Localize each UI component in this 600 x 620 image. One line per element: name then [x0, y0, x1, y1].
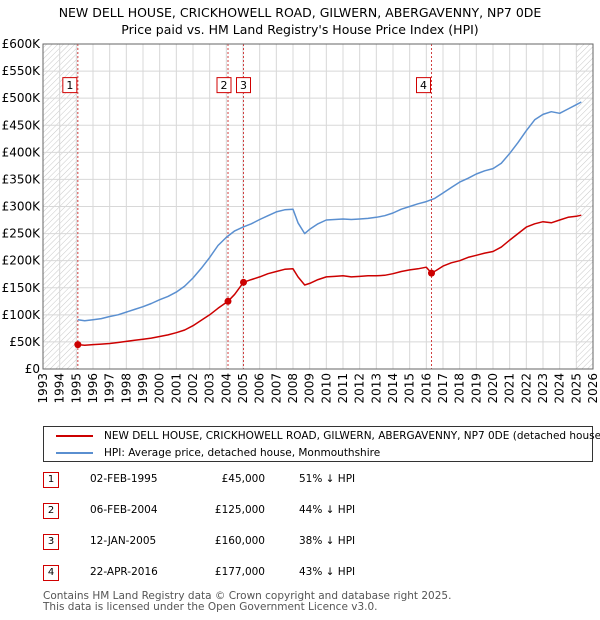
y-tick-label: £350K — [2, 172, 42, 186]
x-tick-label: 2013 — [369, 373, 383, 404]
sale-hpi-diff: 44% ↓ HPI — [299, 504, 356, 516]
y-tick-label: £550K — [2, 64, 42, 78]
sale-number-badge: 1 — [43, 472, 59, 488]
sale-hpi-diff: 38% ↓ HPI — [299, 535, 356, 547]
x-tick-label: 2003 — [203, 373, 217, 404]
sale-point — [224, 297, 232, 305]
y-tick-label: £450K — [2, 118, 42, 132]
y-tick-label: £50K — [9, 335, 41, 349]
x-tick-label: 2010 — [319, 373, 333, 404]
x-tick-label: 2023 — [536, 373, 550, 404]
x-tick-label: 2009 — [303, 373, 317, 404]
x-tick-label: 2011 — [336, 373, 350, 404]
y-tick-label: £500K — [2, 91, 42, 105]
sale-date: 02-FEB-1995 — [90, 473, 158, 485]
y-tick-label: £250K — [2, 227, 42, 241]
legend: NEW DELL HOUSE, CRICKHOWELL ROAD, GILWER… — [43, 426, 600, 462]
sale-hpi-diff: 43% ↓ HPI — [299, 566, 356, 578]
sale-row: 1 02-FEB-1995 £45,000 51% ↓ HPI — [43, 472, 393, 488]
sale-price: £45,000 — [221, 473, 265, 485]
x-tick-label: 1994 — [53, 373, 67, 404]
chart-subtitle: Price paid vs. HM Land Registry's House … — [121, 22, 478, 37]
x-tick-label: 1995 — [69, 373, 83, 404]
x-tick-label: 2015 — [403, 373, 417, 404]
property-price-line — [77, 214, 582, 346]
y-tick-label: £600K — [2, 37, 42, 51]
sale-point — [240, 278, 247, 286]
x-tick-label: 2005 — [236, 373, 250, 404]
x-tick-label: 1997 — [103, 373, 117, 404]
legend-label-property: NEW DELL HOUSE, CRICKHOWELL ROAD, GILWER… — [104, 430, 600, 442]
sale-hpi-diff: 51% ↓ HPI — [299, 473, 356, 485]
y-tick-label: £100K — [2, 308, 42, 322]
sale-price: £177,000 — [214, 566, 265, 578]
sale-marker-number: 1 — [66, 79, 73, 92]
y-tick-label: £200K — [2, 254, 42, 268]
x-tick-label: 2022 — [519, 373, 533, 404]
sale-marker-box — [236, 77, 251, 94]
y-tick-label: £300K — [2, 200, 42, 214]
sale-marker-box — [416, 77, 431, 94]
price-chart: NEW DELL HOUSE, CRICKHOWELL ROAD, GILWER… — [2, 5, 600, 404]
sale-marker-number: 3 — [240, 79, 247, 92]
x-tick-label: 2006 — [253, 373, 267, 404]
x-tick-label: 2002 — [186, 373, 200, 404]
sale-row: 4 22-APR-2016 £177,000 43% ↓ HPI — [43, 565, 393, 581]
x-tick-label: 2000 — [153, 373, 167, 404]
sale-price: £125,000 — [214, 504, 265, 516]
y-tick-label: £400K — [2, 145, 42, 159]
sale-number-badge: 3 — [43, 534, 59, 550]
footer: Contains HM Land Registry data © Crown c… — [43, 591, 451, 613]
sale-date: 06-FEB-2004 — [90, 504, 158, 516]
hpi-line — [77, 101, 582, 322]
sale-row: 3 12-JAN-2005 £160,000 38% ↓ HPI — [43, 534, 393, 550]
sale-number-badge: 2 — [43, 503, 59, 519]
x-tick-label: 2020 — [486, 373, 500, 404]
x-tick-label: 2012 — [353, 373, 367, 404]
sale-point — [428, 269, 435, 277]
x-tick-label: 1998 — [119, 373, 133, 404]
x-tick-label: 2025 — [569, 373, 583, 404]
sale-marker-box — [62, 77, 78, 94]
x-tick-label: 2001 — [169, 373, 183, 404]
legend-item-property: NEW DELL HOUSE, CRICKHOWELL ROAD, GILWER… — [44, 427, 600, 445]
sale-marker-number: 4 — [420, 79, 427, 92]
legend-swatch-property — [56, 435, 93, 437]
x-tick-label: 2016 — [419, 373, 433, 404]
plot-area: £0 £50K £100K £150K £200K £250K £300K £350K £400… — [2, 37, 600, 404]
x-tick-label: 1996 — [86, 373, 100, 404]
sale-point — [74, 341, 82, 349]
x-tick-label: 2024 — [553, 373, 567, 404]
x-tick-label: 2018 — [453, 373, 467, 404]
footer-copyright: Contains HM Land Registry data © Crown c… — [43, 590, 452, 602]
x-tick-label: 2004 — [219, 373, 233, 404]
sale-marker-box — [216, 77, 232, 94]
x-tick-label: 2019 — [469, 373, 483, 404]
x-tick-label: 2008 — [286, 373, 300, 404]
sale-date: 22-APR-2016 — [90, 566, 158, 578]
x-tick-label: 2014 — [386, 373, 400, 404]
sale-date: 12-JAN-2005 — [90, 535, 157, 547]
sale-price: £160,000 — [214, 535, 265, 547]
legend-label-hpi: HPI: Average price, detached house, Monm… — [104, 447, 381, 459]
legend-item-hpi: HPI: Average price, detached house, Monm… — [44, 444, 380, 462]
chart-title: NEW DELL HOUSE, CRICKHOWELL ROAD, GILWER… — [59, 5, 542, 20]
x-tick-label: 2026 — [586, 373, 600, 404]
x-tick-label: 1999 — [136, 373, 150, 404]
x-tick-label: 2007 — [269, 373, 283, 404]
x-tick-label: 2017 — [436, 373, 450, 404]
sale-number-badge: 4 — [43, 565, 59, 581]
sale-marker-number: 2 — [221, 79, 228, 92]
plot-frame — [42, 43, 594, 370]
x-tick-label: 1993 — [36, 373, 50, 404]
y-tick-label: £150K — [2, 281, 42, 295]
x-tick-label: 2021 — [503, 373, 517, 404]
legend-swatch-hpi — [56, 452, 93, 454]
footer-licence: This data is licensed under the Open Gov… — [43, 601, 378, 613]
sale-row: 2 06-FEB-2004 £125,000 44% ↓ HPI — [43, 503, 393, 519]
y-tick-label: £0 — [25, 362, 40, 376]
